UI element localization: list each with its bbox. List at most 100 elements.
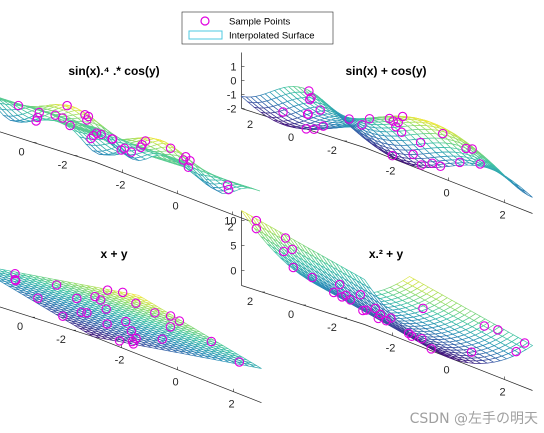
subplot-title: sin(x).⁴ .* cos(y) bbox=[68, 64, 159, 78]
sample-point bbox=[96, 129, 106, 140]
sample-point bbox=[329, 287, 339, 298]
sample-point bbox=[306, 92, 316, 103]
sample-point bbox=[150, 308, 160, 318]
sample-point bbox=[101, 304, 111, 314]
y-tick-label: -2 bbox=[327, 145, 337, 157]
sample-point bbox=[467, 144, 477, 154]
subplot-title: sin(x) + cos(y) bbox=[345, 64, 426, 78]
surface-mesh bbox=[0, 268, 262, 369]
sample-point bbox=[174, 316, 185, 326]
sample-point bbox=[33, 293, 43, 303]
sample-point bbox=[251, 215, 262, 226]
x-tick-label: 2 bbox=[228, 399, 234, 411]
x-tick-label: 2 bbox=[227, 222, 233, 234]
sample-point bbox=[416, 160, 427, 170]
sample-point bbox=[345, 295, 356, 305]
legend-label-interpolated-surface: Interpolated Surface bbox=[229, 31, 315, 42]
sample-point bbox=[50, 110, 60, 120]
sample-point bbox=[223, 184, 234, 195]
sample-point bbox=[288, 262, 299, 273]
sample-point bbox=[479, 321, 490, 331]
y-tick-label: -2 bbox=[58, 160, 68, 172]
sample-point bbox=[511, 346, 521, 357]
x-tick-label: 0 bbox=[172, 201, 178, 213]
legend-marker-sample-points bbox=[200, 16, 210, 26]
legend-label-sample-points: Sample Points bbox=[229, 17, 291, 28]
sample-point bbox=[337, 292, 347, 302]
sample-point bbox=[102, 285, 113, 295]
sample-point bbox=[13, 100, 24, 111]
subplot-2: -2 0 2 2 0 -2 1 0 -1 -2 sin(x) + cos(y) bbox=[227, 52, 533, 222]
subplot-1: -2 0 2 2 0 -2 0 -1 -2 sin(x).⁴ .* cos(y) bbox=[0, 64, 261, 234]
sample-point bbox=[90, 291, 100, 302]
sample-point bbox=[178, 155, 189, 165]
sample-point bbox=[107, 134, 117, 144]
watermark: CSDN @左手の明天 bbox=[409, 411, 538, 427]
sample-point bbox=[519, 338, 530, 348]
y-tick-label: 0 bbox=[17, 321, 23, 333]
sample-point bbox=[387, 150, 398, 161]
subplot-4: -2 0 2 2 0 -2 10 5 0 x.² + y bbox=[224, 210, 534, 399]
sample-point bbox=[102, 319, 112, 329]
x-tick-label: 2 bbox=[499, 387, 505, 399]
surface-mesh bbox=[240, 86, 533, 198]
sample-point bbox=[373, 313, 384, 324]
sample-point bbox=[427, 158, 437, 168]
sample-point bbox=[307, 272, 317, 283]
sample-point bbox=[165, 322, 176, 332]
sample-point bbox=[72, 293, 82, 304]
sample-point bbox=[34, 107, 44, 118]
sample-point bbox=[403, 328, 414, 339]
z-tick-label: 0 bbox=[230, 76, 236, 88]
x-tick-label: -2 bbox=[116, 180, 126, 192]
sample-point bbox=[206, 336, 217, 347]
sample-point bbox=[305, 94, 315, 105]
sample-point bbox=[95, 295, 106, 305]
sample-point bbox=[301, 124, 311, 134]
sample-point bbox=[361, 305, 371, 315]
y-tick-label: 2 bbox=[247, 296, 253, 308]
sample-point bbox=[65, 120, 75, 131]
sample-point bbox=[76, 307, 87, 318]
y-tick-label: -2 bbox=[56, 334, 66, 346]
sample-point bbox=[370, 303, 381, 314]
sample-point bbox=[165, 311, 176, 321]
sample-point bbox=[234, 357, 245, 367]
x-tick-label: 2 bbox=[499, 210, 505, 222]
sample-point bbox=[121, 316, 131, 327]
subplot-title: x + y bbox=[100, 247, 127, 261]
sample-point bbox=[127, 336, 138, 347]
legend-marker-interpolated-surface bbox=[188, 30, 223, 40]
sample-point bbox=[426, 344, 436, 354]
sample-point bbox=[435, 161, 446, 172]
y-tick-label: 0 bbox=[288, 132, 294, 144]
sample-point bbox=[318, 121, 329, 131]
x-tick-label: -2 bbox=[115, 355, 125, 367]
surface-mesh bbox=[0, 97, 261, 194]
sample-point bbox=[114, 336, 125, 346]
sample-point bbox=[287, 244, 298, 255]
sample-point bbox=[391, 121, 401, 132]
z-tick-label: -2 bbox=[227, 104, 237, 116]
sample-point bbox=[386, 313, 396, 323]
sample-point bbox=[185, 156, 195, 166]
sample-point bbox=[355, 290, 366, 300]
sample-point bbox=[10, 268, 20, 279]
sample-point bbox=[357, 120, 367, 130]
sample-point bbox=[10, 274, 20, 285]
sample-point bbox=[279, 246, 289, 257]
z-tick-label: 10 bbox=[224, 216, 236, 228]
sample-point bbox=[418, 303, 428, 314]
y-tick-label: -2 bbox=[327, 322, 337, 334]
sample-points bbox=[13, 100, 234, 195]
y-tick-label: 0 bbox=[18, 147, 24, 159]
sample-point bbox=[408, 149, 418, 160]
sample-point bbox=[80, 110, 90, 120]
sample-point bbox=[278, 107, 288, 117]
x-tick-label: 0 bbox=[443, 365, 449, 377]
x-tick-label: -2 bbox=[386, 343, 396, 355]
y-tick-label: 0 bbox=[288, 309, 294, 321]
sample-point bbox=[280, 233, 291, 243]
sample-point bbox=[165, 143, 176, 154]
